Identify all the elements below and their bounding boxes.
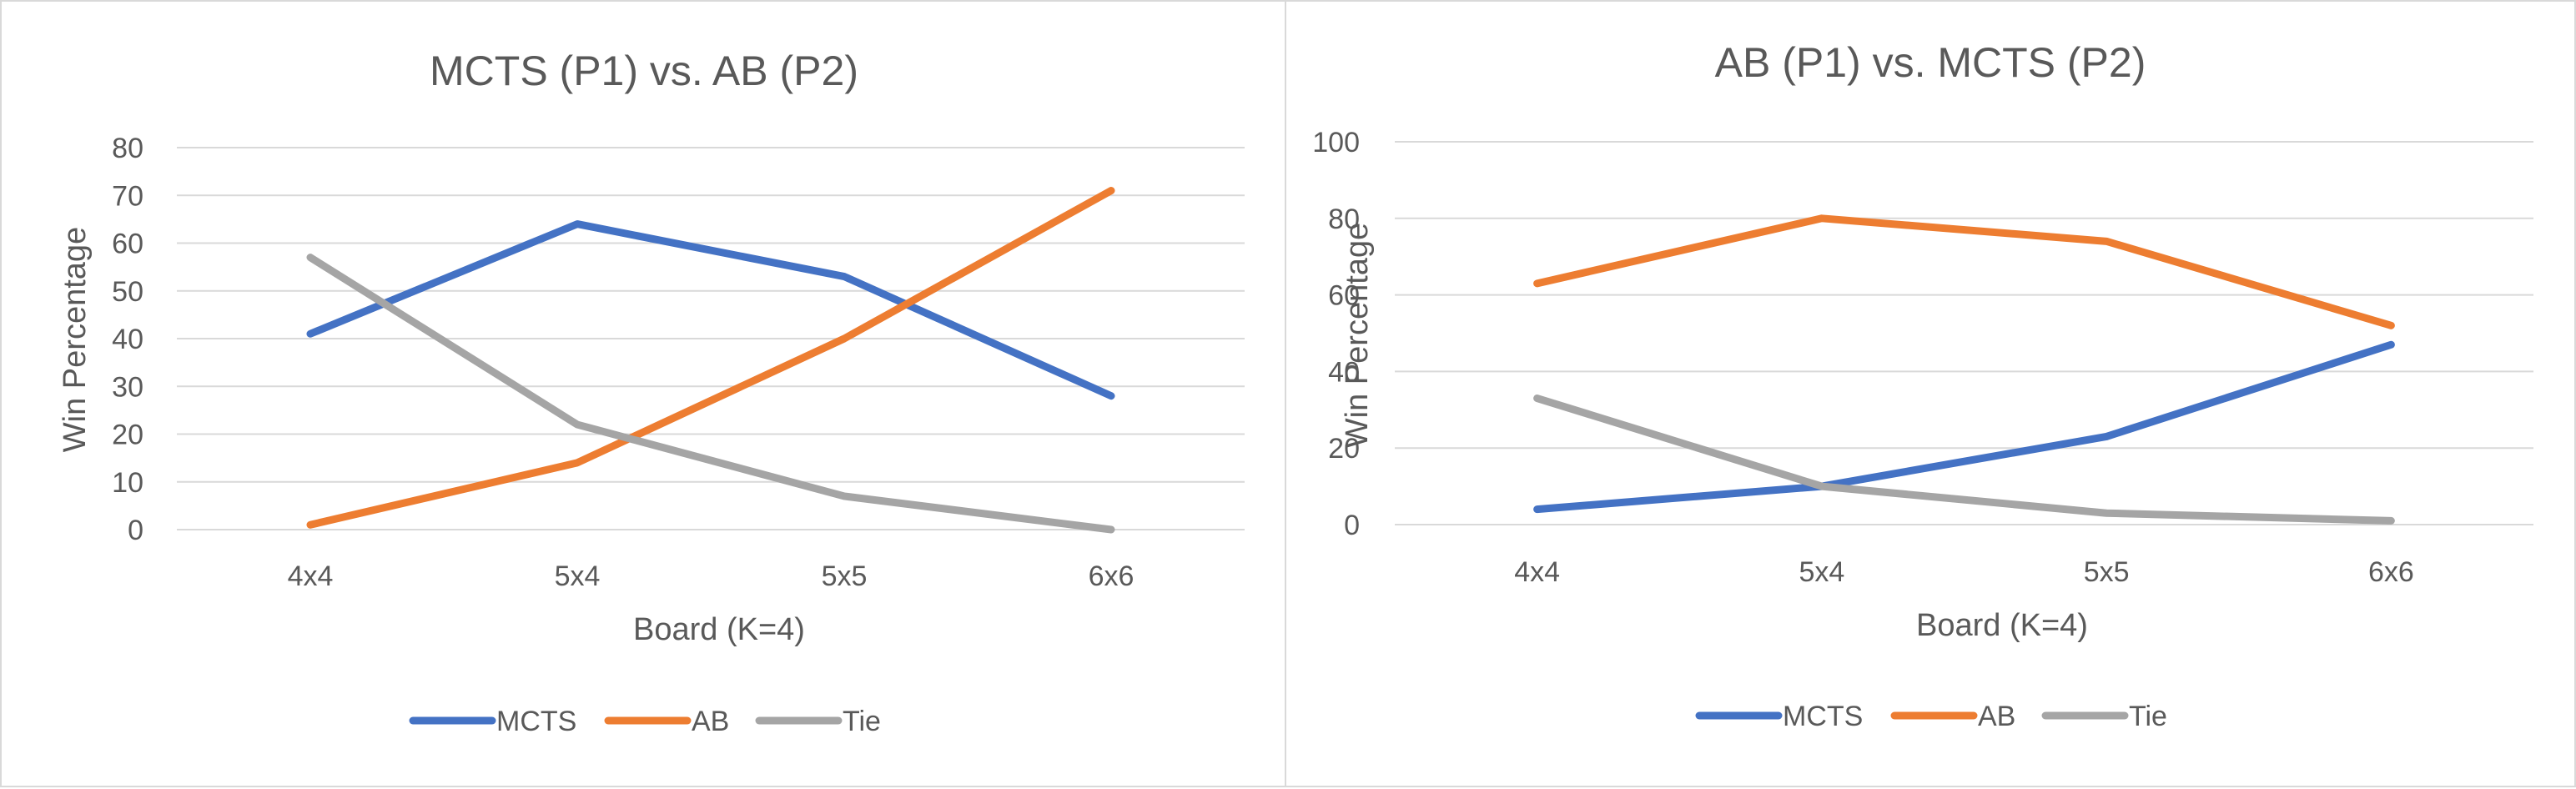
chart-title: AB (P1) vs. MCTS (P2) [1715,39,2146,86]
series-line-mcts [1533,340,2395,514]
x-tick-label: 5x4 [1799,556,1844,588]
chart-ab-vs-mcts: AB (P1) vs. MCTS (P2) Board (K=4) Win Pe… [1312,39,2533,732]
series-line-ab [306,187,1115,529]
y-tick-label: 70 [112,180,143,212]
x-tick-label: 6x6 [2368,556,2414,588]
y-tick-label: 50 [112,276,143,308]
x-tick-label: 6x6 [1089,560,1135,592]
legend-label-ab: AB [692,706,729,737]
y-tick-label: 80 [1328,204,1360,235]
y-tick-label: 60 [1328,280,1360,312]
y-tick-label: 0 [128,515,143,546]
series-line-ab [1533,214,2395,329]
legend-label-mcts: MCTS [496,706,576,737]
legend-label-tie: Tie [2129,701,2167,732]
chart-title: MCTS (P1) vs. AB (P2) [430,48,858,94]
legend-label-ab: AB [1978,701,2015,732]
x-tick-label: 5x5 [822,560,868,592]
y-tick-label: 20 [112,420,143,451]
chart-mcts-vs-ab: MCTS (P1) vs. AB (P2) Board (K=4) Win Pe… [58,48,1245,737]
chart-panel-mcts-vs-ab: MCTS (P1) vs. AB (P2) Board (K=4) Win Pe… [0,0,1285,787]
y-tick-label: 20 [1328,433,1360,465]
chart-panel-ab-vs-mcts: AB (P1) vs. MCTS (P2) Board (K=4) Win Pe… [1285,0,2576,787]
y-tick-label: 0 [1344,510,1360,541]
x-tick-label: 5x5 [2084,556,2130,588]
legend-label-tie: Tie [843,706,881,737]
y-tick-label: 60 [112,229,143,260]
series-line-mcts [306,220,1115,400]
y-tick-label: 30 [112,371,143,403]
y-tick-label: 10 [112,467,143,499]
y-tick-label: 40 [112,324,143,355]
y-axis-title: Win Percentage [1340,223,1375,448]
y-axis-title: Win Percentage [58,227,93,452]
series-line-tie [1533,394,2395,525]
x-tick-label: 5x4 [555,560,601,592]
y-tick-label: 80 [112,133,143,164]
x-tick-label: 4x4 [1514,556,1560,588]
x-axis-title: Board (K=4) [1916,608,2088,643]
series-line-tie [306,254,1115,534]
y-tick-label: 100 [1312,127,1360,158]
y-tick-label: 40 [1328,356,1360,388]
x-tick-label: 4x4 [288,560,334,592]
x-axis-title: Board (K=4) [633,612,805,647]
legend-label-mcts: MCTS [1783,701,1863,732]
